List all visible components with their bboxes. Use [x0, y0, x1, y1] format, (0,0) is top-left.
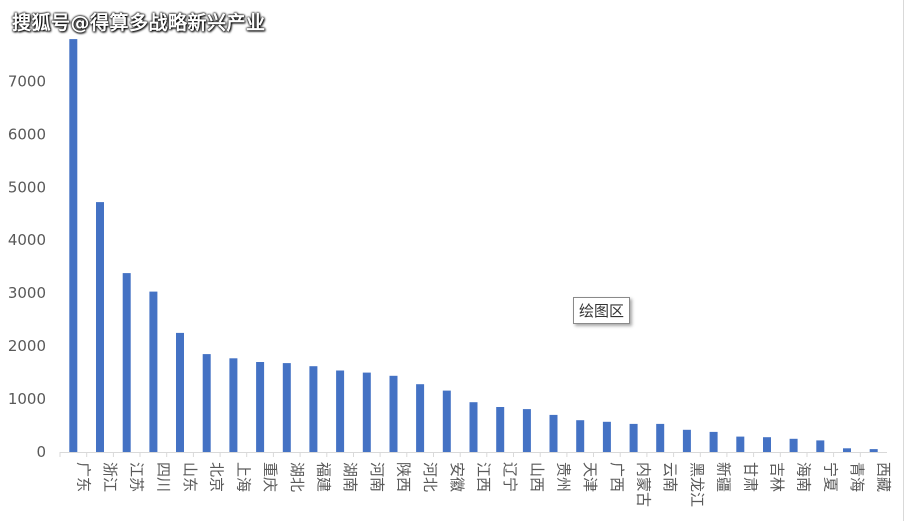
y-tick-label: 0: [36, 443, 46, 461]
bar: [789, 438, 798, 452]
bar: [869, 449, 878, 452]
bar: [629, 423, 638, 452]
x-tick-label: 云南: [661, 462, 679, 492]
x-tick-label: 重庆: [261, 462, 279, 492]
bar: [549, 414, 558, 452]
x-tick-label: 辽宁: [501, 462, 519, 492]
x-tick-label: 广西: [608, 462, 626, 492]
x-tick-label: 青海: [848, 462, 866, 492]
bar: [442, 390, 451, 452]
bar: [416, 384, 425, 452]
x-tick-label: 甘肃: [741, 462, 759, 492]
bar: [69, 39, 78, 452]
x-tick-label: 福建: [314, 462, 332, 492]
x-tick-label: 安徽: [448, 462, 466, 492]
plot-border: [903, 0, 904, 521]
x-tick-label: 海南: [795, 462, 813, 492]
x-tick-label: 湖南: [341, 462, 359, 492]
x-tick-label: 宁夏: [821, 462, 839, 492]
x-tick-label: 河北: [421, 462, 439, 492]
x-tick-label: 湖北: [288, 462, 306, 492]
bar: [709, 431, 718, 452]
y-axis: 0 1000 2000 3000 4000 5000 6000 7000: [8, 72, 46, 461]
bar: [229, 358, 238, 452]
x-tick-label: 河南: [368, 462, 386, 492]
bar: [282, 363, 291, 452]
y-tick-label: 3000: [8, 284, 46, 302]
x-tick-label: 北京: [208, 462, 226, 492]
x-tick-label: 上海: [234, 462, 252, 492]
plot-area-tooltip: 绘图区: [573, 297, 631, 324]
watermark-text: 搜狐号@得算多战略新兴产业: [12, 12, 266, 34]
x-tick-label: 江苏: [128, 462, 146, 492]
bar: [763, 437, 771, 452]
bar: [362, 372, 371, 452]
bar: [336, 370, 345, 452]
y-tick-label: 7000: [8, 72, 46, 90]
y-tick-label: 6000: [8, 125, 46, 143]
x-tick-label: 吉林: [768, 462, 786, 492]
x-axis: 广东 浙江 江苏 四川 山东 北京 上海 重庆 湖北 福建 湖南 河南 陕西 河北 安徽 江西 辽宁 山西 贵州 天津…: [59, 452, 893, 507]
y-tick-label: 4000: [8, 231, 46, 249]
x-tick-label: 内蒙古: [635, 462, 653, 507]
bar: [389, 375, 398, 452]
bar: [96, 202, 104, 452]
x-tick-label: 四川: [154, 462, 172, 492]
bar: [122, 273, 131, 452]
bars: [69, 39, 878, 452]
x-tick-label: 浙江: [101, 462, 119, 492]
bar: [176, 332, 184, 452]
x-tick-label: 陕西: [395, 462, 413, 492]
x-tick-label: 西藏: [875, 462, 893, 492]
x-tick-label: 新疆: [715, 462, 733, 492]
x-tick-label: 天津: [581, 462, 599, 492]
bar: [682, 429, 691, 452]
bar: [469, 402, 478, 452]
bar: [816, 440, 825, 452]
bar: [576, 420, 585, 452]
y-tick-label: 5000: [8, 178, 46, 196]
bar: [736, 436, 745, 452]
x-tick-label: 黑龙江: [688, 462, 706, 507]
bar: [149, 291, 158, 452]
x-tick-label: 贵州: [555, 462, 573, 492]
x-tick-label: 江西: [475, 462, 493, 492]
bar: [309, 366, 318, 452]
bar: [256, 362, 265, 452]
y-tick-label: 1000: [8, 390, 46, 408]
bar: [202, 354, 211, 452]
x-tick-label: 山东: [181, 462, 199, 492]
bar: [843, 448, 851, 452]
x-tick-label: 山西: [528, 462, 546, 492]
bar: [656, 423, 665, 452]
y-tick-label: 2000: [8, 337, 46, 355]
x-tick-label: 广东: [74, 462, 92, 492]
bar: [496, 407, 505, 452]
bar: [602, 421, 611, 452]
bar: [522, 409, 531, 452]
